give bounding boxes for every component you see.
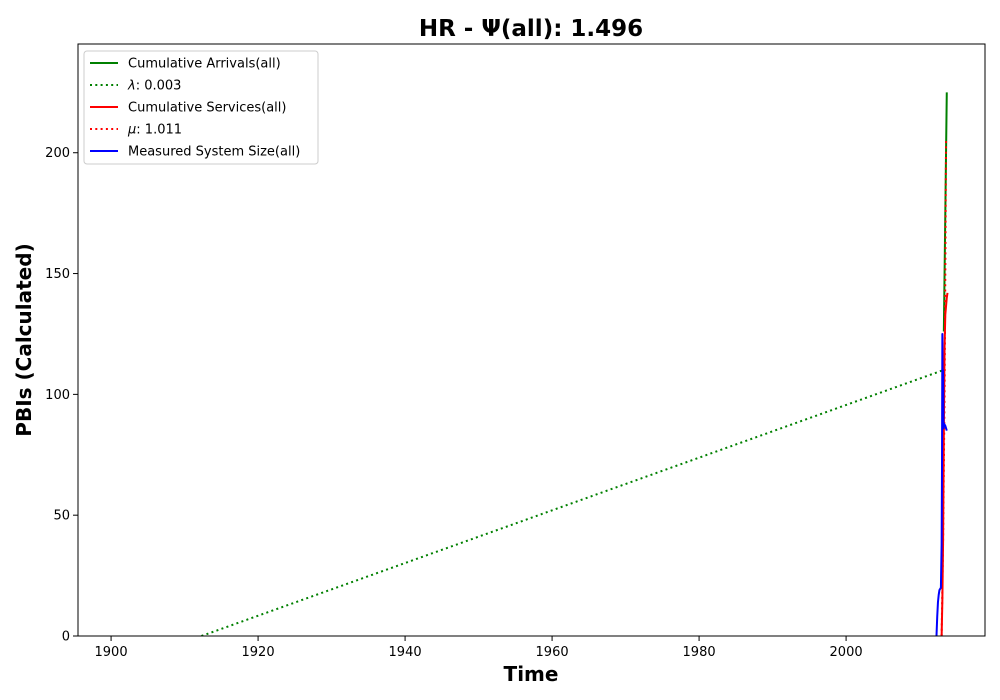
y-tick-label: 0 (62, 630, 70, 645)
legend-symbol: μ (127, 123, 136, 138)
legend-text: : 0.003 (136, 79, 182, 94)
legend-entry-label: μ: 1.011 (127, 123, 182, 138)
legend-entry-label: λ: 0.003 (127, 79, 181, 94)
legend-symbol: λ (127, 79, 136, 94)
y-tick-label: 50 (53, 509, 70, 524)
x-tick-label: 1900 (95, 645, 128, 660)
plot-frame (77, 43, 986, 637)
series-line-lambda (201, 369, 944, 636)
x-tick-label: 2000 (830, 645, 863, 660)
legend-text: : 1.011 (136, 123, 182, 138)
y-tick-label: 150 (45, 267, 70, 282)
legend-entry-label: Cumulative Arrivals(all) (128, 57, 281, 72)
series-line-cumulative-arrivals-all (942, 92, 948, 332)
legend: Cumulative Arrivals(all) λ: 0.003 Cumulati… (83, 50, 319, 165)
series-layer (201, 92, 949, 636)
legend-box (83, 50, 319, 165)
legend-entry-label: Measured System Size(all) (128, 145, 300, 160)
legend-text: Measured System Size(all) (128, 145, 300, 160)
x-tick-label: 1920 (242, 645, 275, 660)
x-tick-label: 1980 (683, 645, 716, 660)
legend-text: Cumulative Arrivals(all) (128, 57, 281, 72)
legend-text: Cumulative Services(all) (128, 101, 286, 116)
y-tick-label: 200 (45, 146, 70, 161)
x-axis-title: Time (504, 662, 559, 686)
legend-entry-label: Cumulative Services(all) (128, 101, 286, 116)
x-tick-label: 1940 (389, 645, 422, 660)
y-tick-label: 100 (45, 388, 70, 403)
y-axis-title: PBIs (Calculated) (12, 243, 36, 436)
x-axis: 1900 1920 1940 1960 1980 2000 (95, 636, 863, 660)
x-tick-label: 1960 (536, 645, 569, 660)
chart-title: HR - Ψ(all): 1.496 (419, 16, 643, 42)
y-axis: 0 50 100 150 200 (45, 146, 78, 645)
series-line-measured-system-size-all (935, 332, 948, 636)
